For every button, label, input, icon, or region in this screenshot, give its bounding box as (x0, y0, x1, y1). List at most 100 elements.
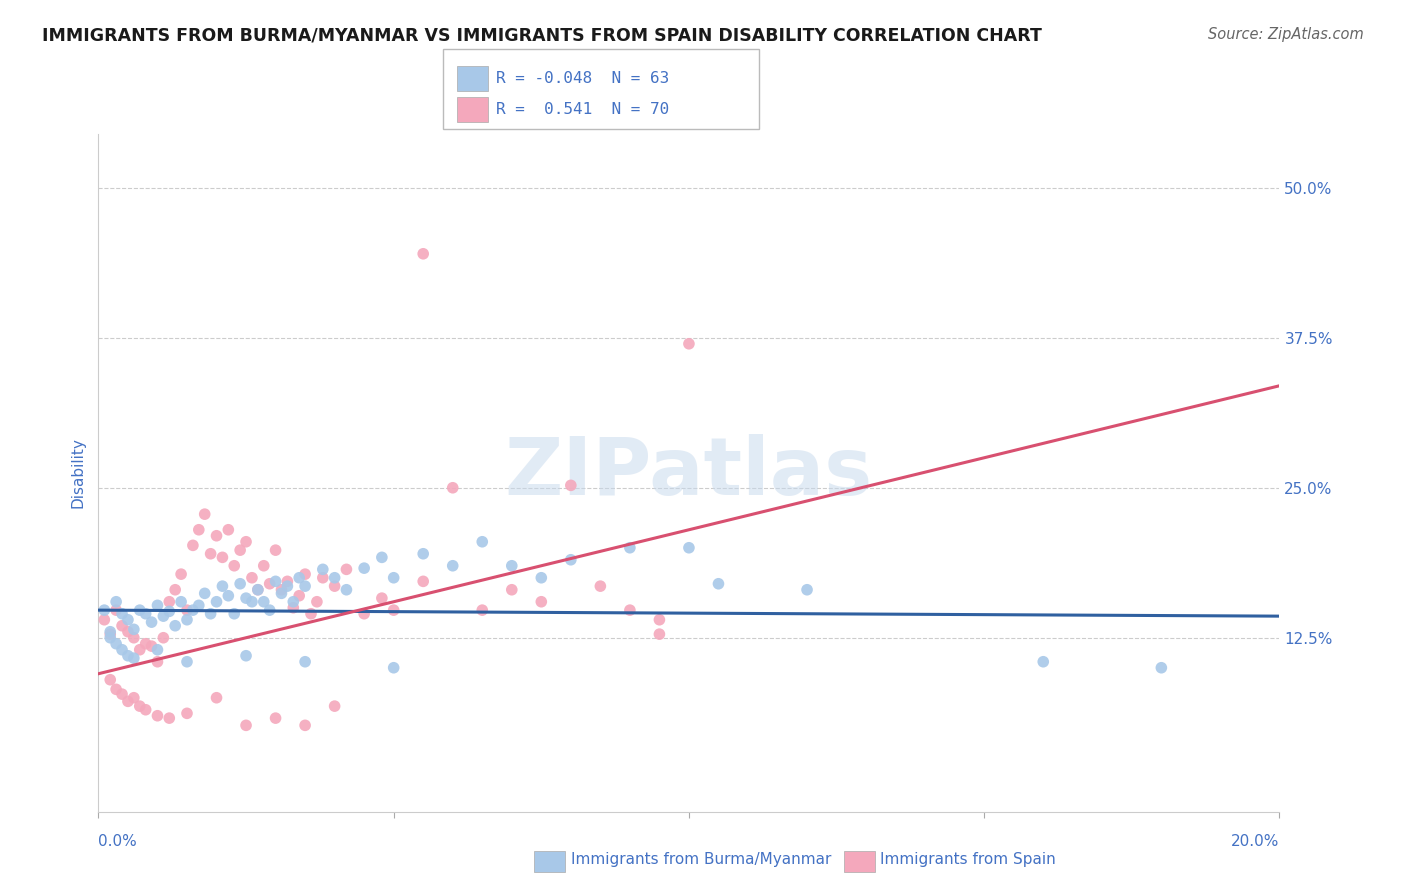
Point (312, 571, 335, 585)
Point (176, 603, 198, 617)
Point (105, 682, 128, 697)
Point (111, 687, 134, 701)
Point (117, 613, 139, 627)
Point (259, 576, 281, 591)
Point (105, 603, 128, 617)
Text: IMMIGRANTS FROM BURMA/MYANMAR VS IMMIGRANTS FROM SPAIN DISABILITY CORRELATION CH: IMMIGRANTS FROM BURMA/MYANMAR VS IMMIGRA… (42, 27, 1042, 45)
Point (382, 603, 405, 617)
Point (246, 582, 269, 597)
Point (648, 613, 671, 627)
Point (382, 571, 405, 585)
Point (187, 523, 209, 537)
Point (235, 648, 257, 663)
Point (205, 529, 228, 543)
Point (117, 648, 139, 663)
Point (288, 571, 311, 585)
Point (122, 631, 145, 645)
Point (253, 595, 276, 609)
Point (165, 582, 187, 597)
Point (229, 576, 252, 591)
Point (128, 603, 150, 617)
Point (146, 642, 169, 657)
Point (93, 613, 115, 627)
Point (288, 589, 311, 603)
Point (128, 642, 150, 657)
Point (200, 547, 222, 561)
Point (412, 574, 434, 589)
Point (270, 582, 292, 597)
Text: ZIPatlas: ZIPatlas (505, 434, 873, 512)
Point (276, 579, 298, 593)
Point (323, 571, 346, 585)
Point (294, 655, 316, 669)
Point (170, 567, 193, 582)
Point (264, 574, 287, 589)
Point (217, 523, 239, 537)
Point (181, 538, 204, 552)
Point (176, 706, 198, 721)
Point (276, 574, 298, 589)
Point (157, 595, 180, 609)
Point (176, 655, 198, 669)
Point (200, 607, 222, 621)
Point (678, 541, 700, 555)
Point (240, 571, 263, 585)
Point (205, 690, 228, 705)
Point (294, 567, 316, 582)
Point (122, 690, 145, 705)
Text: R = -0.048  N = 63: R = -0.048 N = 63 (496, 71, 669, 86)
Point (181, 603, 204, 617)
Point (217, 589, 239, 603)
Point (111, 619, 134, 633)
Point (264, 711, 287, 725)
Point (412, 547, 434, 561)
Point (412, 247, 434, 261)
Point (211, 550, 233, 565)
Point (471, 534, 494, 549)
Point (323, 579, 346, 593)
Point (648, 627, 671, 641)
Point (117, 694, 139, 708)
Point (589, 579, 612, 593)
Point (270, 586, 292, 600)
Point (312, 562, 335, 576)
Point (501, 558, 523, 573)
Point (122, 651, 145, 665)
Point (194, 586, 217, 600)
Point (471, 603, 494, 617)
Point (335, 562, 357, 576)
Point (371, 550, 394, 565)
Point (98, 673, 121, 687)
Point (382, 661, 405, 675)
Point (299, 607, 322, 621)
Point (560, 478, 582, 492)
Point (501, 582, 523, 597)
Text: Immigrants from Spain: Immigrants from Spain (880, 853, 1056, 867)
Point (135, 607, 157, 621)
Point (371, 591, 394, 606)
Point (283, 600, 305, 615)
Point (294, 579, 316, 593)
Text: 20.0%: 20.0% (1232, 834, 1279, 849)
Point (353, 561, 375, 575)
Point (152, 609, 174, 624)
Y-axis label: Disability: Disability (70, 437, 86, 508)
Point (323, 699, 346, 714)
Point (229, 543, 252, 558)
Point (146, 599, 169, 613)
Text: Source: ZipAtlas.com: Source: ZipAtlas.com (1208, 27, 1364, 42)
Point (796, 582, 818, 597)
Point (619, 541, 641, 555)
Point (224, 558, 246, 573)
Point (146, 708, 169, 723)
Point (678, 336, 700, 351)
Point (105, 595, 128, 609)
Point (246, 582, 269, 597)
Point (157, 604, 180, 618)
Point (305, 595, 328, 609)
Point (98, 631, 121, 645)
Point (128, 699, 150, 714)
Point (122, 623, 145, 637)
Point (259, 603, 281, 617)
Point (530, 571, 553, 585)
